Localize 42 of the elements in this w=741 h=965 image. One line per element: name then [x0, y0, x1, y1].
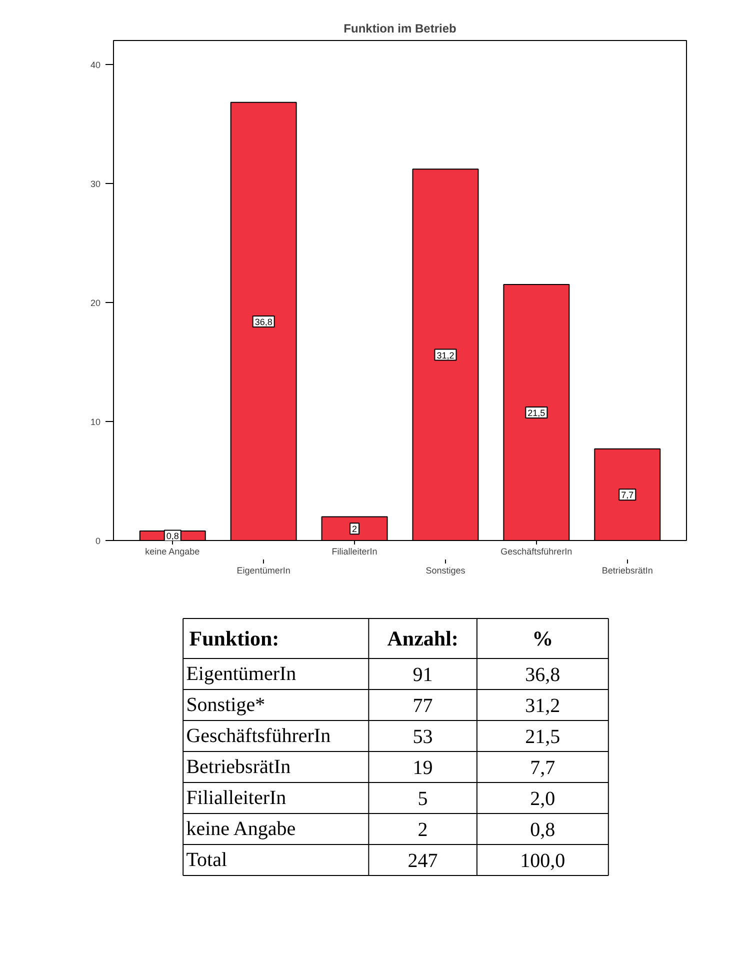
x-tick-label: keine Angabe	[145, 546, 200, 556]
x-tick-label: Sonstiges	[426, 566, 466, 576]
category-label: Sonstige*	[186, 694, 266, 716]
text: 100,0	[520, 850, 566, 872]
text: Funktion:	[189, 626, 280, 650]
text: 2,0	[530, 788, 556, 810]
x-tick-label: GeschäftsführerIn	[500, 546, 572, 556]
chart-title: Funktion im Betrieb	[344, 22, 456, 36]
text: 21,5	[525, 726, 560, 748]
text: %	[532, 626, 554, 650]
text: 91	[412, 664, 433, 686]
text: 2	[418, 819, 428, 841]
text: 53	[412, 726, 433, 748]
text: 36,8	[525, 664, 560, 686]
data-label: 0,8	[166, 531, 179, 542]
category-label: BetriebsrätIn	[186, 756, 291, 778]
y-tick-label: 30	[90, 178, 101, 189]
text: 7,7	[530, 757, 556, 779]
data-label: 21,5	[528, 408, 546, 418]
data-label: 2	[352, 524, 358, 534]
data-label: 7,7	[621, 490, 634, 500]
x-tick-label: BetriebsrätIn	[602, 566, 653, 576]
y-tick-label: 10	[90, 416, 101, 427]
category-label: Total	[186, 849, 228, 871]
category-label: EigentümerIn	[186, 663, 296, 685]
x-tick-label: FilialleiterIn	[332, 546, 378, 556]
data-label: 31,2	[436, 350, 454, 360]
category-label: FilialleiterIn	[186, 787, 286, 809]
text: Anzahl:	[387, 626, 458, 650]
data-label: 36,8	[254, 316, 272, 327]
y-tick-label: 40	[90, 60, 101, 70]
category-label: GeschäftsführerIn	[186, 725, 331, 747]
text: 31,2	[525, 695, 560, 717]
text: 19	[412, 757, 433, 779]
x-tick-label: EigentümerIn	[236, 566, 290, 576]
text: 0,8	[530, 819, 556, 841]
text: 247	[408, 850, 438, 872]
y-tick-label: 0	[95, 536, 101, 546]
y-tick-label: 20	[90, 298, 101, 308]
category-label: keine Angabe	[186, 818, 296, 840]
text: 5	[418, 788, 428, 810]
text: 77	[412, 695, 433, 717]
